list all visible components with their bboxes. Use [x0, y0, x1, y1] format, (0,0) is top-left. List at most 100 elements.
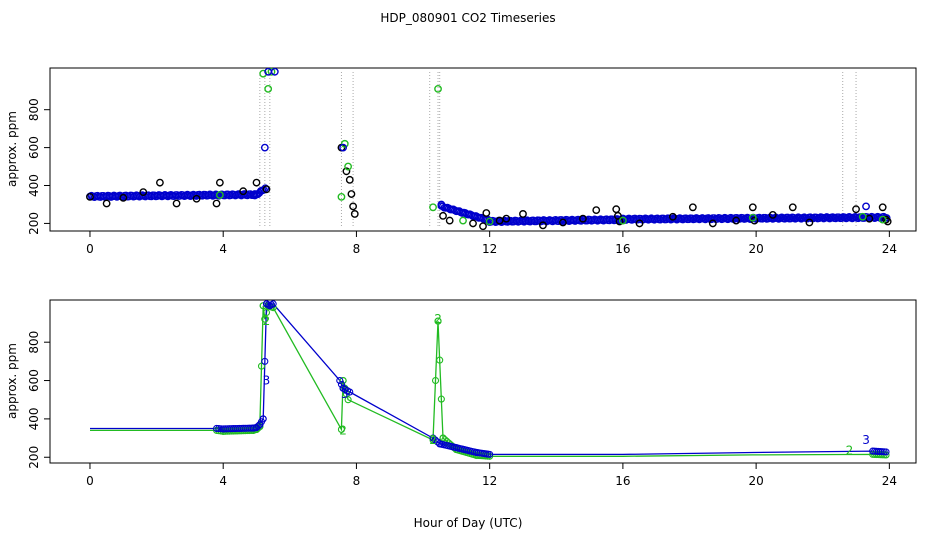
series-2-point — [429, 203, 437, 212]
series-2-point — [431, 376, 440, 385]
x-tick-label: 24 — [882, 474, 897, 488]
series-1-point — [519, 210, 527, 218]
series-1-point — [708, 219, 717, 228]
series-2-point — [215, 191, 224, 199]
y-tick-label: 400 — [27, 174, 41, 197]
series-1-point — [349, 202, 357, 211]
series-1-point — [579, 214, 587, 223]
series-2-point — [459, 216, 467, 225]
series-1-point — [883, 217, 892, 226]
series-2-point — [748, 213, 757, 222]
band-point — [261, 184, 270, 193]
series-1-point — [479, 222, 487, 231]
y-tick-label: 800 — [27, 98, 41, 121]
x-tick-label: 20 — [748, 474, 763, 488]
top-scatter-points — [86, 67, 892, 231]
series-1-point — [262, 185, 271, 194]
series-2-point — [337, 425, 345, 433]
series-3-point — [261, 357, 269, 365]
x-tick-label: 8 — [353, 474, 361, 488]
x-tick-label: 12 — [482, 474, 497, 488]
series-3-point — [339, 143, 348, 152]
series-1-point — [192, 194, 201, 203]
series-2-point — [878, 215, 887, 224]
series-label-annotation: 2 — [429, 433, 437, 447]
top-y-axis-label: approx. ppm — [5, 111, 19, 187]
y-tick-label: 800 — [27, 331, 41, 354]
series-3-line — [90, 302, 887, 456]
series-2-point — [264, 84, 273, 93]
series-1-point — [748, 203, 757, 212]
series-2-point — [344, 396, 352, 404]
series-3-point — [212, 424, 221, 433]
series-2-point — [261, 315, 269, 323]
series-1-point — [539, 221, 547, 230]
top-panel: 0 4 8 12 16 20 24 200 400 600 800 approx. ppm — [5, 67, 917, 256]
x-tick-label: 16 — [615, 474, 630, 488]
series-1-point — [469, 219, 477, 228]
series-3-point — [346, 388, 354, 396]
series-1-point — [592, 206, 601, 215]
series-1-point — [439, 211, 447, 220]
series-1-point — [559, 218, 567, 227]
series-1-point — [347, 190, 356, 198]
series-2-line — [90, 304, 887, 457]
series-3-point — [269, 300, 277, 308]
series-1-point — [788, 203, 797, 212]
series-3-point — [437, 200, 446, 209]
series-1-point — [342, 167, 351, 176]
x-tick-label: 8 — [353, 242, 361, 256]
series-2-point — [259, 69, 268, 78]
series-1-point — [350, 210, 359, 218]
series-1-point — [805, 218, 814, 227]
series-1-point — [668, 212, 677, 221]
x-tick-label: 16 — [615, 242, 630, 256]
bottom-plot-frame — [49, 299, 917, 464]
series-2-point — [434, 317, 442, 325]
x-tick-label: 4 — [219, 242, 227, 256]
series-1-point — [86, 192, 94, 201]
series-2-point — [267, 67, 276, 76]
bottom-series-points — [212, 300, 890, 460]
series-3-point — [270, 67, 279, 76]
y-tick-label: 200 — [27, 446, 41, 469]
series-1-point — [878, 203, 887, 212]
series-3-point — [429, 434, 437, 442]
series-3-point — [336, 376, 344, 385]
series-label-annotation: 2 — [263, 314, 271, 328]
bottom-y-axis: 200 400 600 800 — [27, 331, 50, 469]
y-tick-label: 400 — [27, 407, 41, 430]
series-3-point — [260, 143, 269, 152]
series-2-point — [485, 217, 494, 226]
series-2-point — [262, 308, 271, 317]
series-1-point — [102, 199, 111, 208]
series-1-point — [215, 178, 224, 187]
series-1-point — [172, 199, 181, 208]
x-tick-label: 4 — [219, 474, 227, 488]
series-2-point — [337, 192, 346, 201]
series-2-point — [339, 376, 347, 385]
top-y-axis: 200 400 600 800 — [27, 98, 50, 235]
series-1-point — [502, 214, 511, 223]
x-axis-label: Hour of Day (UTC) — [414, 516, 523, 530]
series-1-point — [239, 187, 248, 196]
x-tick-label: 12 — [482, 242, 497, 256]
figure-title: HDP_080901 CO2 Timeseries — [380, 11, 555, 25]
series-1-point — [635, 219, 644, 228]
series-3-point — [882, 448, 890, 456]
series-1-point — [615, 217, 624, 226]
series-1-point — [495, 216, 504, 225]
series-2-point — [429, 436, 437, 444]
series-2-point — [436, 356, 444, 364]
series-2-point — [618, 216, 627, 225]
series-1-point — [482, 209, 491, 217]
top-dense-bands — [86, 184, 891, 227]
series-label-annotation: 3 — [341, 387, 349, 401]
bottom-x-axis: 0 4 8 12 16 20 24 — [86, 463, 897, 488]
top-x-axis: 0 4 8 12 16 20 24 — [86, 231, 897, 256]
y-tick-label: 200 — [27, 212, 41, 235]
y-tick-label: 600 — [27, 369, 41, 392]
series-2-point — [858, 212, 867, 221]
